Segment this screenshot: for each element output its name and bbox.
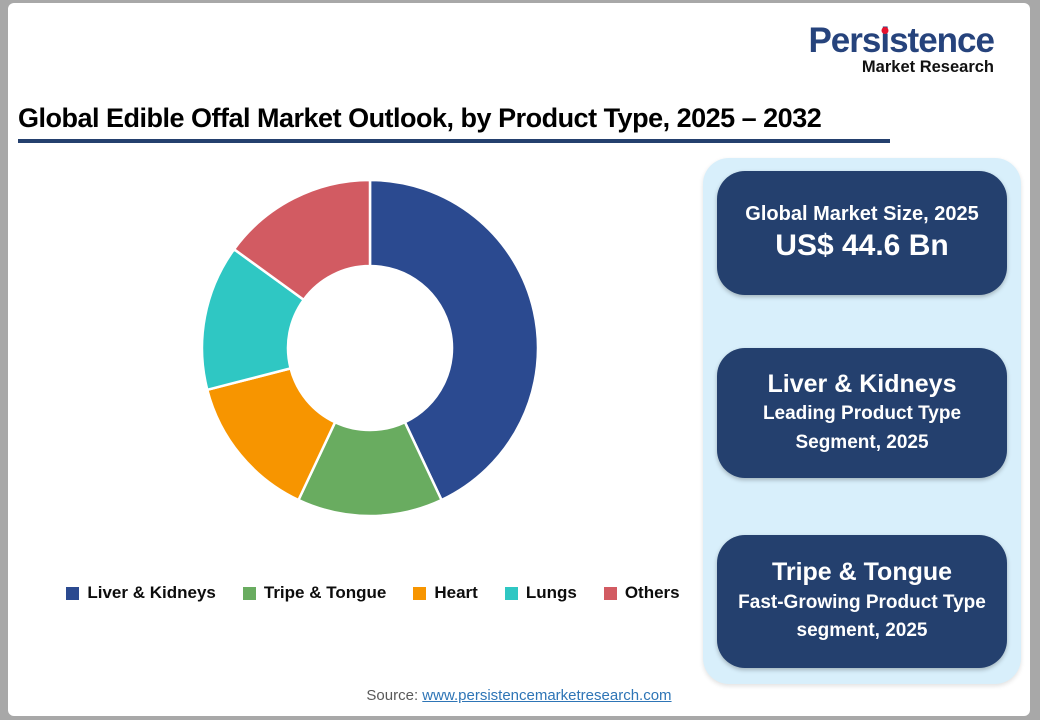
legend-label: Heart	[434, 583, 478, 602]
title-underline	[18, 139, 890, 143]
card-fast-growing-segment: Tripe & Tongue Fast-Growing Product Type…	[717, 535, 1007, 668]
legend-item-lungs: Lungs	[504, 583, 577, 603]
fast-growing-segment-desc: Fast-Growing Product Type segment, 2025	[738, 591, 986, 642]
page-title: Global Edible Offal Market Outlook, by P…	[18, 103, 822, 133]
legend-swatch-icon	[504, 586, 518, 600]
leading-segment-desc: Leading Product Type Segment, 2025	[762, 403, 962, 453]
legend-item-liver-kidneys: Liver & Kidneys	[66, 583, 216, 603]
legend-item-heart: Heart	[413, 583, 478, 603]
donut-segment-others	[232, 178, 372, 302]
legend-swatch-icon	[242, 586, 256, 600]
legend-item-others: Others	[603, 583, 680, 603]
donut-chart	[200, 178, 540, 518]
source-link[interactable]: www.persistencemarketresearch.com	[422, 687, 672, 704]
legend-label: Liver & Kidneys	[87, 583, 216, 602]
logo-red-dot-i: i	[880, 21, 890, 60]
legend-swatch-icon	[603, 586, 617, 600]
legend-label: Lungs	[525, 583, 577, 602]
logo-name-post: stence	[889, 21, 995, 60]
logo-name: Persistence	[808, 21, 995, 60]
company-logo: Persistence Market Research	[808, 21, 995, 76]
logo-name-pre: Pers	[808, 21, 881, 60]
leading-segment-name: Liver & Kidneys	[767, 369, 957, 398]
header: Global Edible Offal Market Outlook, by P…	[18, 103, 890, 143]
legend-label: Others	[624, 583, 680, 602]
logo-tagline: Market Research	[861, 58, 994, 76]
slide: Persistence Market Research Global Edibl…	[8, 3, 1030, 716]
fast-growing-segment-name: Tripe & Tongue	[771, 558, 953, 587]
card-market-size: Global Market Size, 2025 US$ 44.6 Bn	[717, 171, 1007, 295]
market-size-value: US$ 44.6 Bn	[775, 229, 949, 263]
card-leading-segment: Liver & Kidneys Leading Product Type Seg…	[717, 348, 1007, 478]
donut-segment-liver-kidneys	[368, 178, 540, 502]
chart-legend: Liver & Kidneys Tripe & Tongue Heart Lun…	[33, 583, 713, 603]
legend-item-tripe-tongue: Tripe & Tongue	[242, 583, 387, 603]
highlights-panel: Global Market Size, 2025 US$ 44.6 Bn Liv…	[703, 158, 1021, 684]
legend-swatch-icon	[66, 586, 80, 600]
legend-swatch-icon	[413, 586, 427, 600]
legend-label: Tripe & Tongue	[263, 583, 387, 602]
source-line: Source: www.persistencemarketresearch.co…	[8, 687, 1030, 704]
source-label: Source:	[366, 687, 419, 704]
market-size-label: Global Market Size, 2025	[745, 203, 979, 226]
